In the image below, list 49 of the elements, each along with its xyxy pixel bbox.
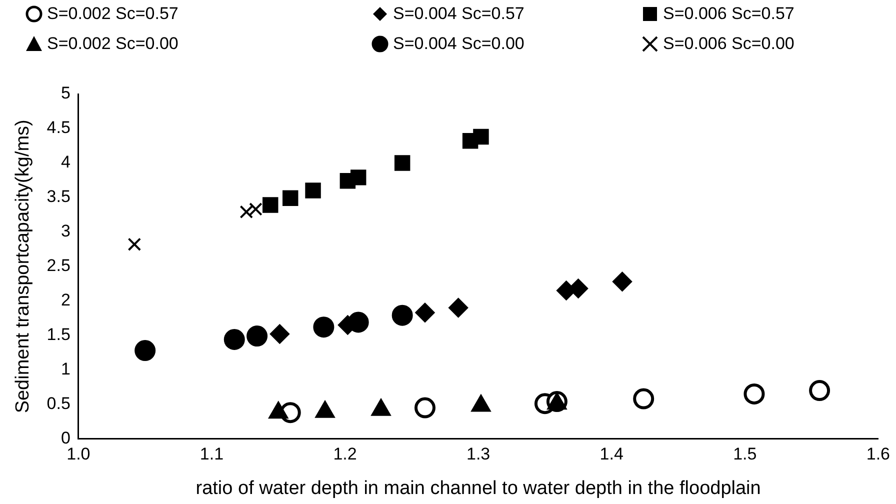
point: [448, 298, 468, 318]
point: [134, 340, 156, 362]
x-tick-label: 1.6: [866, 444, 890, 464]
legend-label: S=0.004 Sc=0.57: [393, 4, 524, 24]
point: [612, 272, 632, 292]
point: [282, 190, 298, 206]
point: [473, 128, 489, 145]
point: [224, 329, 245, 350]
y-tick-label: 1: [60, 360, 70, 379]
x-axis-title: ratio of water depth in main channel to water depth in the floodplain: [196, 478, 761, 499]
x-tick-label: 1.4: [600, 444, 624, 464]
x-tick-label: 1.3: [466, 444, 490, 464]
x-tick-label: 1.5: [733, 444, 757, 464]
point: [809, 380, 830, 402]
point: [240, 205, 254, 219]
legend-label: S=0.006 Sc=0.00: [663, 34, 794, 54]
y-tick-label: 0.5: [46, 394, 70, 414]
point: [313, 316, 334, 338]
y-tick-label: 2.5: [46, 256, 70, 276]
x-tick-label: 1.0: [66, 444, 90, 464]
point: [249, 202, 262, 216]
y-tick-label: 2: [60, 290, 70, 310]
y-tick-label: 5: [60, 84, 70, 103]
legend-label: S=0.004 Sc=0.00: [393, 34, 524, 54]
point: [633, 388, 654, 410]
x-tick-label: 1.2: [333, 444, 357, 464]
y-tick-label: 1.5: [46, 325, 70, 344]
point: [128, 238, 142, 251]
y-tick-label: 3: [60, 222, 70, 241]
y-tick-label: 4.5: [46, 118, 70, 138]
y-tick-label: 3.5: [46, 187, 70, 206]
point: [246, 326, 268, 347]
point: [348, 312, 369, 333]
point: [414, 397, 436, 418]
legend-label: S=0.006 Sc=0.57: [663, 4, 794, 24]
point: [392, 304, 413, 326]
point: [350, 170, 366, 186]
point: [305, 182, 321, 198]
point: [262, 197, 278, 213]
legend-label: S=0.002 Sc=0.00: [47, 34, 178, 54]
point: [270, 324, 290, 344]
y-tick-label: 0: [60, 428, 70, 448]
point: [394, 155, 410, 171]
y-axis-title: Sediment transportcapacity(kg/ms): [12, 120, 34, 414]
point: [415, 303, 434, 322]
x-tick-label: 1.1: [200, 444, 224, 464]
legend-label: S=0.002 Sc=0.57: [47, 4, 178, 24]
point: [744, 383, 765, 404]
y-tick-label: 4: [60, 152, 70, 172]
